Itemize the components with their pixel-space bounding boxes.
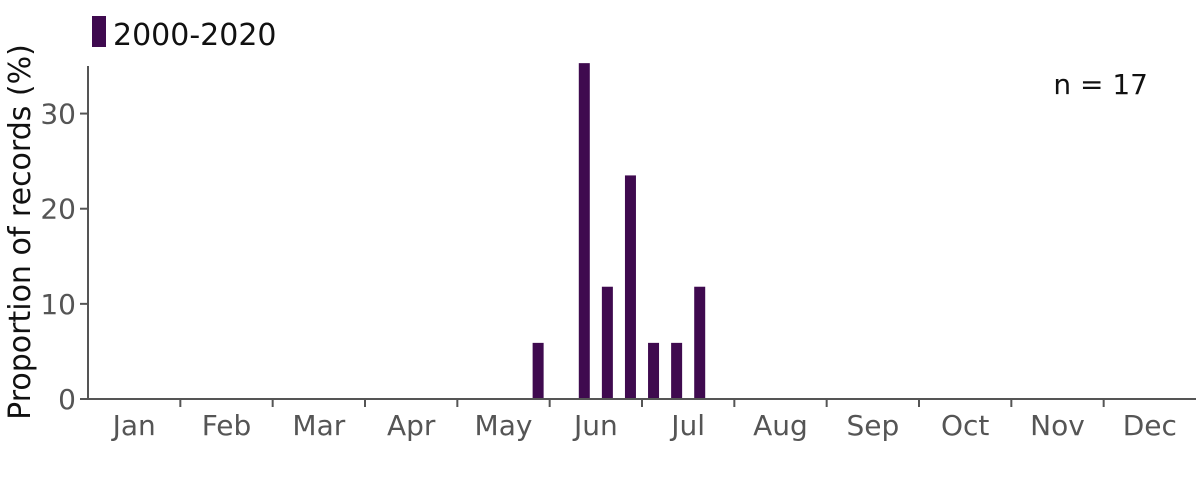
sample-size-annotation: n = 17 <box>1053 68 1148 101</box>
bar <box>624 175 636 399</box>
bar <box>578 63 590 399</box>
y-tick-label: 30 <box>40 98 76 131</box>
bar <box>648 342 660 399</box>
x-tick-label-sep: Sep <box>846 409 899 442</box>
x-tick-label-mar: Mar <box>292 409 345 442</box>
x-tick-label-apr: Apr <box>387 409 436 442</box>
bar <box>671 342 683 399</box>
x-ticks-group: Jan Feb Mar Apr May Jun Jul Aug Sep Oct Nov Dec <box>111 399 1177 442</box>
legend: 2000-2020 <box>92 16 277 53</box>
y-ticks-group: 0 10 20 30 <box>40 98 88 416</box>
x-tick-label-oct: Oct <box>941 409 989 442</box>
y-tick-label: 20 <box>40 193 76 226</box>
x-tick-label-dec: Dec <box>1123 409 1177 442</box>
axes-group <box>87 66 1196 400</box>
y-tick-label: 10 <box>40 288 76 321</box>
bar <box>694 286 706 399</box>
x-tick-label-jul: Jul <box>669 409 705 442</box>
x-tick-label-nov: Nov <box>1030 409 1085 442</box>
bar <box>601 286 613 399</box>
bars-group <box>532 63 706 399</box>
legend-swatch <box>92 16 106 47</box>
bar <box>532 342 544 399</box>
x-tick-label-feb: Feb <box>202 409 252 442</box>
x-tick-label-jun: Jun <box>572 409 618 442</box>
x-tick-label-aug: Aug <box>753 409 808 442</box>
y-tick-label: 0 <box>58 383 76 416</box>
x-tick-label-jan: Jan <box>111 409 156 442</box>
x-tick-label-may: May <box>475 409 533 442</box>
legend-label: 2000-2020 <box>113 18 277 53</box>
y-axis-title: Proportion of records (%) <box>3 44 38 420</box>
